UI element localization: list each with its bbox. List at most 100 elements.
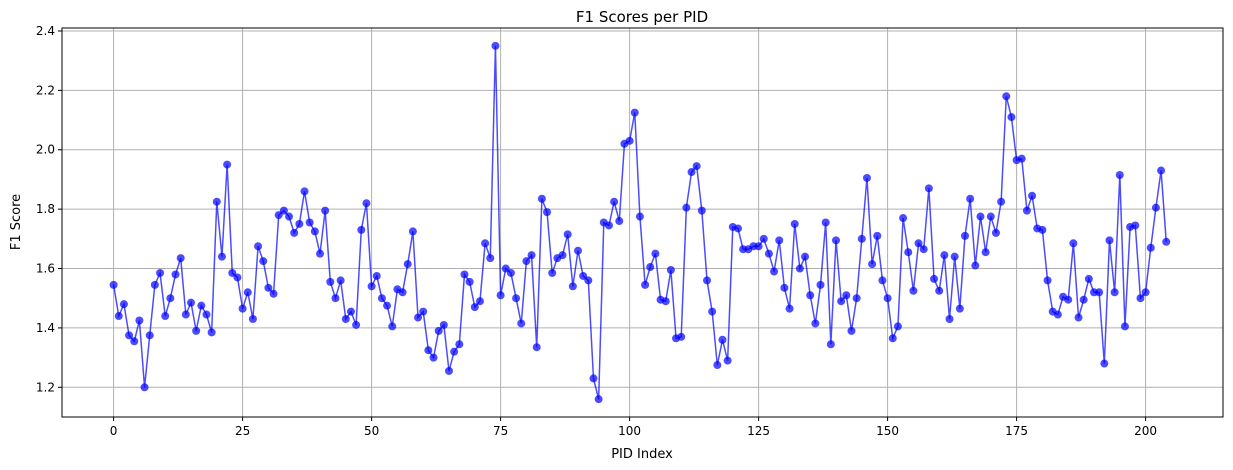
x-tick-label: 125 [747,424,770,438]
data-point [377,294,386,303]
y-tick-label: 1.4 [36,321,55,335]
data-point [955,304,964,313]
data-point [367,282,376,291]
data-point [961,231,969,240]
data-point [1120,322,1129,331]
data-point [703,276,711,285]
data-point [806,291,815,300]
data-point [878,276,887,285]
x-tick-label: 25 [235,424,250,438]
x-axis-label: PID Index [611,447,673,462]
data-point [1095,288,1104,297]
data-point [1115,170,1124,179]
y-axis-label: F1 Score [9,194,24,250]
data-point [532,343,541,352]
data-point [238,304,247,313]
data-point [1162,237,1171,246]
data-point [770,267,779,276]
data-point [708,307,717,316]
data-point [109,280,118,289]
data-point [888,334,897,343]
data-point [543,208,552,217]
data-point [646,263,655,272]
data-point [233,273,242,282]
data-point [1079,295,1088,304]
data-point [383,301,392,310]
data-point [331,294,340,303]
data-point [713,361,722,370]
data-point [811,319,820,328]
data-point [207,328,216,337]
data-point [991,228,1000,237]
data-point [465,277,474,286]
data-point [635,212,644,221]
data-point [899,214,908,223]
data-point [904,248,913,257]
x-tick-label: 150 [876,424,899,438]
data-point [223,160,232,169]
data-point [264,283,273,292]
data-point [130,337,139,346]
data-point [326,277,335,286]
data-point [171,270,180,279]
data-point [1022,206,1031,215]
data-point [852,294,861,303]
x-tick-label: 200 [1134,424,1157,438]
data-point [300,187,309,196]
data-point [780,283,789,292]
data-point [217,252,226,261]
data-point [718,335,727,344]
y-tick-label: 2.0 [36,143,55,157]
data-point [589,374,598,383]
data-point [641,280,650,289]
data-point [212,197,221,206]
data-point [909,286,918,295]
data-point [754,242,763,251]
data-point [145,331,154,340]
data-point [290,228,299,237]
data-point [1028,191,1037,200]
data-point [192,326,201,335]
data-point [790,219,799,228]
data-point [316,249,324,258]
data-point [254,242,263,251]
data-point [986,212,995,221]
data-point [682,203,691,212]
x-tick-label: 50 [364,424,379,438]
x-tick-label: 175 [1005,424,1028,438]
data-point [450,347,459,356]
data-point [295,219,304,228]
y-tick-label: 2.2 [36,83,55,97]
data-point [857,234,866,243]
data-point [202,310,211,319]
data-point [1146,243,1155,252]
chart-title: F1 Scores per PID [576,8,708,26]
y-tick-label: 1.8 [36,202,55,216]
data-point [976,212,985,221]
data-point [764,249,773,258]
data-point [475,297,484,306]
data-point [950,252,959,261]
data-point [862,173,871,182]
data-point [119,300,128,309]
data-point [496,291,505,300]
data-point [1157,166,1166,175]
data-point [305,218,314,227]
data-point [610,197,619,206]
data-point [114,312,123,321]
data-point [558,251,567,260]
data-point [775,236,784,245]
data-point [285,212,294,221]
data-point [837,297,846,306]
data-point [346,307,355,316]
data-point [1100,359,1109,368]
data-point [1105,236,1114,245]
data-point [997,197,1006,206]
data-point [759,234,768,243]
y-tick-label: 2.4 [36,24,55,38]
data-point [140,383,149,392]
data-point [651,249,660,258]
data-point [661,297,670,306]
data-point [723,356,732,365]
data-point [785,304,794,313]
